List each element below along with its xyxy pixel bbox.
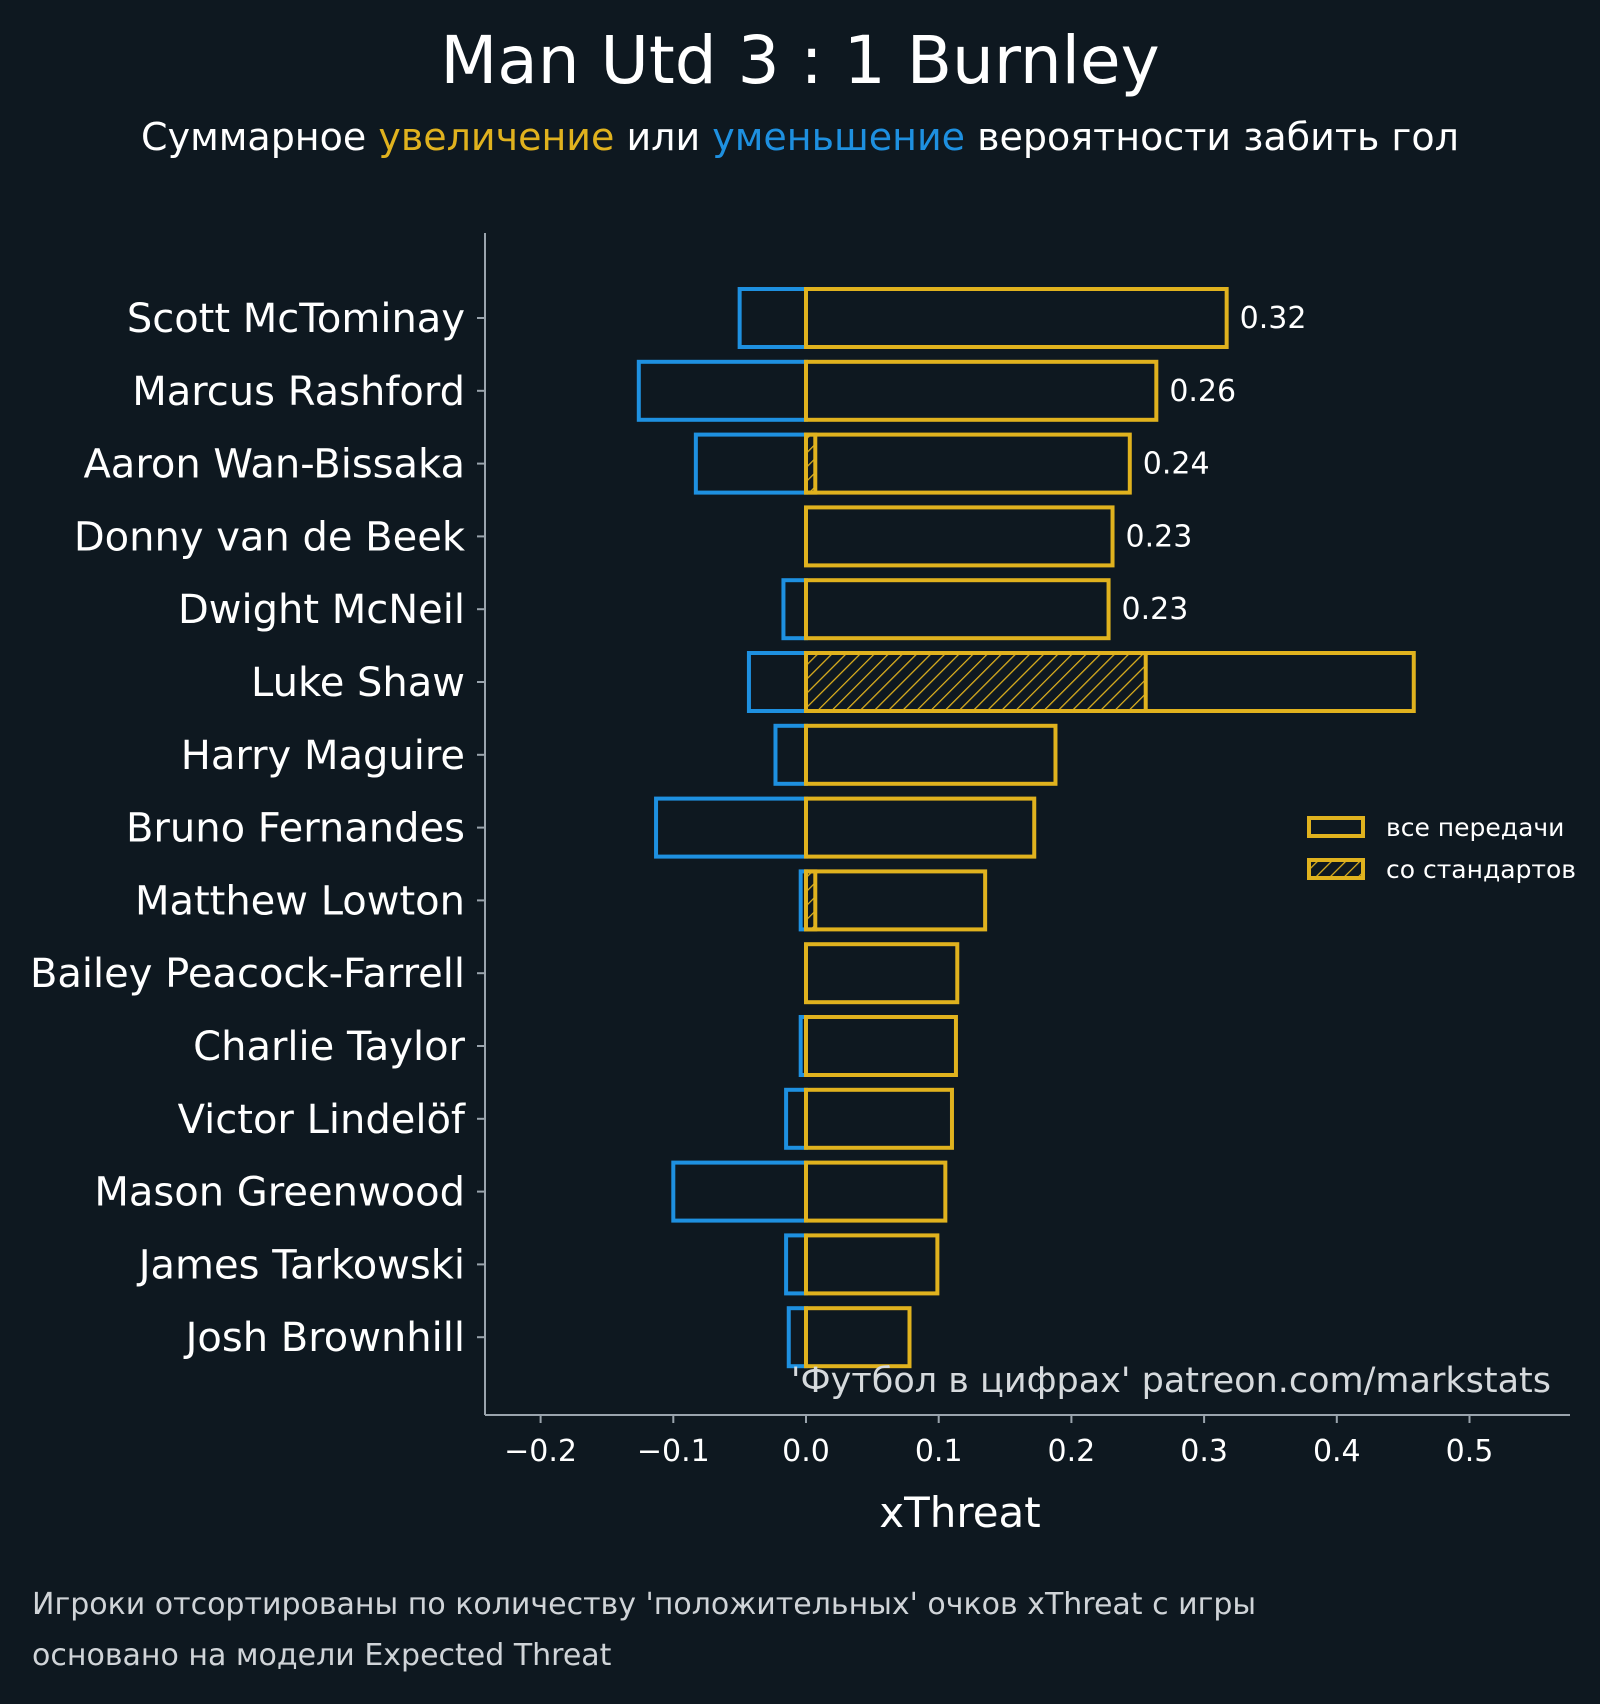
- bar-negative: [654, 796, 809, 859]
- bar-negative: [784, 1233, 808, 1296]
- bar-positive: [804, 651, 1416, 713]
- bar-positive: [804, 796, 1037, 859]
- bar-positive: [804, 578, 1111, 641]
- x-tick-label: 0.5: [1446, 1434, 1494, 1469]
- bar-positive: [804, 869, 988, 932]
- x-tick-label: 0.0: [782, 1434, 830, 1469]
- value-label: 0.26: [1169, 374, 1236, 409]
- bar-negative: [737, 287, 809, 349]
- x-tick-label: −0.1: [637, 1434, 710, 1469]
- legend-swatch-set-pieces: [1307, 858, 1365, 880]
- subtitle-negative-word: уменьшение: [712, 115, 965, 159]
- bar-set-pieces: [804, 651, 1148, 713]
- value-label: 0.24: [1143, 447, 1210, 482]
- legend-label-set-pieces: со стандартов: [1386, 855, 1576, 884]
- bar-negative: [671, 1160, 808, 1223]
- bar-positive: [804, 1233, 940, 1296]
- bar-negative: [784, 1087, 808, 1150]
- bar-positive: [804, 1087, 954, 1150]
- value-labels: 0.32 0.26 0.24 0.23 0.23: [1122, 301, 1307, 627]
- y-tick-label: Mason Greenwood: [94, 1170, 465, 1216]
- bar-positive: [804, 432, 1132, 495]
- y-tick-label: Josh Brownhill: [183, 1315, 465, 1361]
- y-tick-label: Matthew Lowton: [135, 878, 465, 924]
- y-tick-label: Luke Shaw: [251, 660, 465, 706]
- y-tick-label: Harry Maguire: [181, 733, 465, 779]
- bar-positive: [804, 1306, 912, 1369]
- y-tick-label: Donny van de Beek: [74, 514, 466, 560]
- x-tick-label: 0.4: [1313, 1434, 1361, 1469]
- bar-negative: [746, 651, 809, 713]
- bar-negative: [781, 578, 808, 641]
- y-tick-label: Aaron Wan-Bissaka: [83, 442, 465, 488]
- bar-positive: [804, 287, 1229, 349]
- y-tick-label: Charlie Taylor: [193, 1024, 465, 1070]
- y-tick-label: Dwight McNeil: [178, 587, 465, 633]
- x-axis-label: xThreat: [879, 1488, 1041, 1537]
- legend: все передачи со стандартов: [1307, 813, 1576, 884]
- x-tick-label: 0.3: [1180, 1434, 1228, 1469]
- bar-positive: [804, 1160, 948, 1223]
- bar-positive: [804, 942, 960, 1005]
- watermark: 'Футбол в цифрах' patreon.com/markstats: [791, 1361, 1551, 1401]
- subtitle-positive-word: увеличение: [378, 115, 614, 159]
- bar-positive: [804, 359, 1159, 422]
- bar-negative: [773, 723, 809, 786]
- bar-negative: [636, 359, 808, 422]
- y-tick-labels: Scott McTominay Marcus Rashford Aaron Wan-…: [30, 296, 485, 1361]
- x-tick-label: −0.2: [504, 1434, 577, 1469]
- x-tick-label: 0.1: [915, 1434, 963, 1469]
- y-tick-label: Bruno Fernandes: [126, 806, 465, 852]
- legend-swatch-all-passes: [1307, 816, 1365, 838]
- bar-negative: [693, 432, 809, 495]
- value-label: 0.23: [1122, 592, 1189, 627]
- chart-subtitle: Суммарное увеличение или уменьшение веро…: [141, 115, 1459, 159]
- y-tick-label: Bailey Peacock-Farrell: [30, 951, 465, 997]
- x-ticks: −0.2 −0.1 0.0 0.1 0.2 0.3 0.4 0.5: [504, 1415, 1493, 1469]
- x-tick-label: 0.2: [1048, 1434, 1096, 1469]
- subtitle-middle: или: [614, 115, 712, 159]
- value-label: 0.23: [1126, 519, 1193, 554]
- y-tick-label: Marcus Rashford: [132, 369, 465, 415]
- footnote-line-2: основано на модели Expected Threat: [32, 1638, 612, 1673]
- value-label: 0.32: [1240, 301, 1307, 336]
- bar-negative: [786, 1306, 809, 1369]
- bar-positive: [804, 505, 1115, 568]
- bar-positive: [804, 1015, 958, 1077]
- y-tick-label: Victor Lindelöf: [178, 1097, 466, 1143]
- subtitle-prefix: Суммарное: [141, 115, 378, 159]
- y-tick-label: James Tarkowski: [136, 1242, 465, 1288]
- bars-layer: [636, 287, 1416, 1369]
- footnote-line-1: Игроки отсортированы по количеству 'поло…: [32, 1587, 1256, 1622]
- subtitle-suffix: вероятности забить гол: [965, 115, 1459, 159]
- chart-title: Man Utd 3 : 1 Burnley: [440, 22, 1159, 99]
- y-tick-label: Scott McTominay: [127, 296, 465, 342]
- bar-positive: [804, 723, 1058, 786]
- legend-label-all-passes: все передачи: [1386, 813, 1564, 842]
